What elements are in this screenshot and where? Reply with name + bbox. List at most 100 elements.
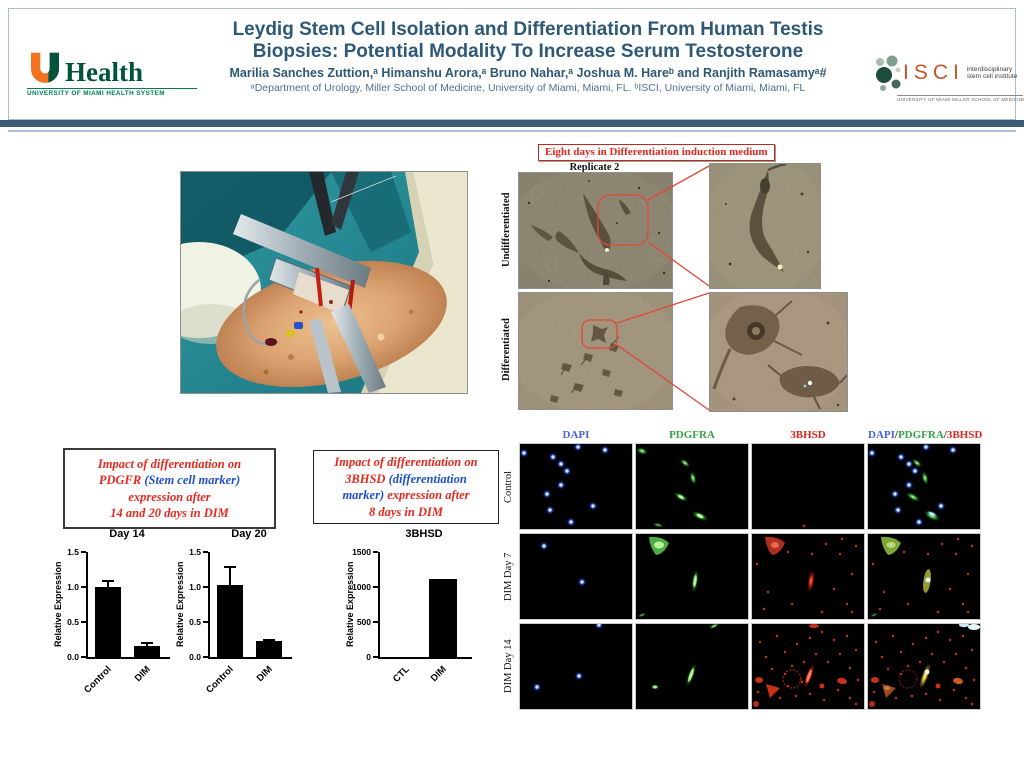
y-tick-mark xyxy=(373,586,378,588)
bar-Control xyxy=(217,584,243,657)
error-bar-stem xyxy=(107,580,109,587)
isci-sub-line1: interdisciplinary xyxy=(966,65,1013,73)
authors: Marilia Sanches Zuttion,ᵃ Himanshu Arora… xyxy=(229,66,827,80)
text-segment: expression after xyxy=(384,488,470,502)
uhealth-tagline: UNIVERSITY OF MIAMI HEALTH SYSTEM xyxy=(27,88,197,97)
x-tick-label-DIM: DIM xyxy=(428,664,449,685)
fluor-dim14-3bhsd xyxy=(751,623,865,710)
plot-area xyxy=(378,552,472,659)
error-bar-cap xyxy=(224,565,236,568)
y-tick-mark xyxy=(81,551,86,553)
y-tick-mark xyxy=(203,656,208,658)
uhealth-u-icon xyxy=(30,52,60,83)
text-segment: (differentiation xyxy=(388,471,467,486)
fluor-header-3bhsd: 3BHSD xyxy=(790,429,826,441)
text-segment: / xyxy=(894,429,898,441)
undifferentiated-zoom-micrograph xyxy=(709,163,821,289)
y-tick-mark xyxy=(373,551,378,553)
isci-logo: ISCI interdisciplinary stem cell institu… xyxy=(875,53,1024,102)
bar-DIM xyxy=(256,640,282,657)
fluor-row-label-control: Control xyxy=(503,470,514,503)
fluor-dim14-pdgfra xyxy=(635,623,749,710)
text-line: Impact of differentiation on xyxy=(65,456,274,473)
header: Health UNIVERSITY OF MIAMI HEALTH SYSTEM… xyxy=(8,8,1024,120)
y-tick-mark xyxy=(373,656,378,658)
y-tick-label: 1.0 xyxy=(189,582,201,592)
plot-area xyxy=(86,552,170,659)
y-tick-label: 0.5 xyxy=(67,617,79,627)
y-tick-label: 1.5 xyxy=(189,547,201,557)
fluor-dim7-3bhsd xyxy=(751,533,865,620)
fluor-row-label-dim-day14: DIM Day 14 xyxy=(503,639,514,694)
row-label-differentiated: Differentiated xyxy=(501,318,512,382)
y-tick-mark xyxy=(373,621,378,623)
text-line: 8 days in DIM xyxy=(314,504,498,521)
text-segment: (Stem cell marker) xyxy=(144,473,241,487)
y-axis-label: Relative Expression xyxy=(345,561,355,648)
fluor-dim14-dapi xyxy=(519,623,633,710)
chart-title: Day 20 xyxy=(231,528,267,540)
y-tick-label: 500 xyxy=(356,617,371,627)
row-label-undifferentiated: Undifferentiated xyxy=(501,192,512,267)
y-tick-mark xyxy=(81,656,86,658)
error-bar-stem xyxy=(146,643,148,646)
x-tick-label-CTL: CTL xyxy=(390,664,412,685)
text-segment: DAPI xyxy=(868,429,895,441)
differentiated-micrograph xyxy=(518,292,673,410)
uhealth-wordmark: Health xyxy=(65,57,143,87)
y-axis-label: Relative Expression xyxy=(53,561,63,648)
text-line: marker) expression after xyxy=(314,487,498,504)
error-bar-stem xyxy=(229,566,231,585)
x-tick-label-DIM: DIM xyxy=(132,664,153,685)
text-segment: / xyxy=(943,429,947,441)
text-line: expression after xyxy=(65,489,274,506)
fluor-dim14-merge xyxy=(867,623,981,710)
poster-title-line1: Leydig Stem Cell Isolation and Different… xyxy=(232,19,824,40)
y-tick-mark xyxy=(203,621,208,623)
chart-day20: Day 20 Relative Expression 0.0 0.5 1.0 1.5 Con… xyxy=(168,528,303,698)
isci-tagline: UNIVERSITY OF MIAMI MILLER SCHOOL OF MED… xyxy=(897,95,1024,102)
fluor-control-dapi xyxy=(519,443,633,530)
text-line: PDGFR (Stem cell marker) xyxy=(65,472,274,489)
text-line: Impact of differentiation on xyxy=(314,454,498,471)
y-tick-label: 0.0 xyxy=(189,652,201,662)
pdgfr-annotation-box: Impact of differentiation on PDGFR (Stem … xyxy=(63,448,276,529)
text-line: 3BHSD (differentiation xyxy=(314,471,498,488)
bar-DIM xyxy=(429,578,457,657)
x-tick-label-Control: Control xyxy=(204,664,236,696)
uhealth-logo: Health UNIVERSITY OF MIAMI HEALTH SYSTEM xyxy=(27,51,197,97)
isci-sub-line2: stem cell institute xyxy=(966,73,1018,80)
isci-cells-icon xyxy=(876,55,901,91)
text-segment: 3BHSD xyxy=(345,471,389,486)
text-segment: PDGFRA xyxy=(897,429,944,441)
text-segment: 3BHSD xyxy=(946,429,983,441)
header-divider-bar xyxy=(0,120,1024,127)
fluor-row-label-dim-day7: DIM Day 7 xyxy=(503,552,514,601)
undifferentiated-micrograph xyxy=(518,172,673,289)
error-bar-cap xyxy=(102,579,114,582)
y-tick-mark xyxy=(203,551,208,553)
poster-title-line2: Biopsies: Potential Modality To Increase… xyxy=(252,41,804,62)
bar-Control xyxy=(95,587,121,657)
x-tick-label-Control: Control xyxy=(82,664,114,696)
error-bar-cap xyxy=(141,642,153,644)
chart-title: Day 14 xyxy=(109,528,145,540)
fluor-dim7-merge xyxy=(867,533,981,620)
replicate-label: Replicate 2 xyxy=(569,162,620,173)
y-tick-label: 1.0 xyxy=(67,582,79,592)
fluor-dim7-pdgfra xyxy=(635,533,749,620)
y-tick-label: 0 xyxy=(366,652,371,662)
y-tick-label: 0.0 xyxy=(67,652,79,662)
bhsd-annotation-box: Impact of differentiation on 3BHSD (diffe… xyxy=(313,450,499,524)
header-divider-line xyxy=(8,130,1016,132)
y-tick-label: 1000 xyxy=(352,582,371,592)
y-axis-label: Relative Expression xyxy=(175,561,185,648)
text-segment: marker) xyxy=(342,488,385,502)
text-segment: PDGFR xyxy=(98,473,145,487)
chart-title: 3BHSD xyxy=(405,528,443,540)
affiliations: ᵃDepartment of Urology, Miller School of… xyxy=(250,82,806,94)
y-tick-label: 1.5 xyxy=(67,547,79,557)
fluor-control-merge xyxy=(867,443,981,530)
y-tick-mark xyxy=(203,586,208,588)
